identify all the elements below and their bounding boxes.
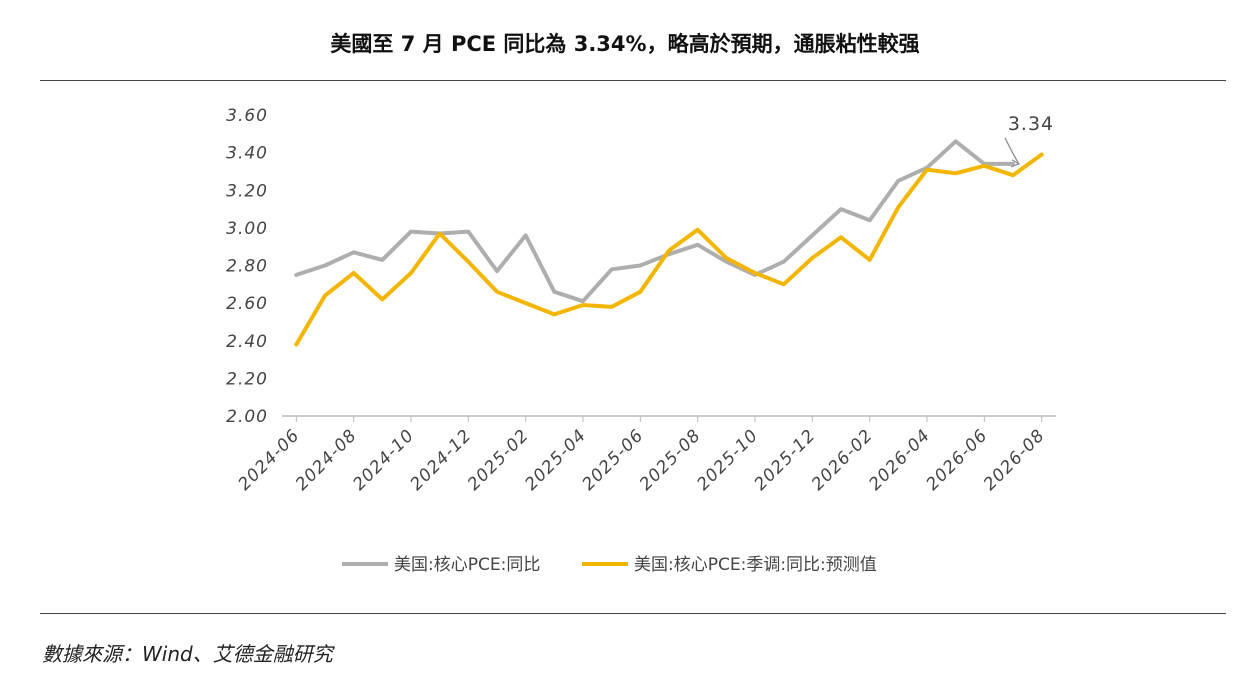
y-tick-label: 3.40 [226,144,268,164]
y-tick-label: 3.60 [226,106,268,126]
x-tick-label: 2026-02 [808,425,877,494]
x-tick-label: 2026-06 [923,425,992,494]
y-tick-label: 3.00 [226,219,268,239]
axes [282,415,1056,422]
y-tick-label: 2.40 [226,332,268,352]
x-tick-label: 2024-10 [349,425,418,494]
y-tick-label: 2.80 [226,257,268,277]
series-lines [294,139,1044,347]
x-tick-label: 2025-08 [636,425,705,494]
bottom-divider [40,613,1226,614]
annotation-arrow [1004,137,1020,165]
x-tick-label: 2024-08 [292,425,361,494]
x-tick-label: 2026-08 [980,425,1049,494]
legend-label-core-pce-forecast: 美国:核心PCE:季调:同比:预测值 [634,555,877,575]
y-tick-label: 2.60 [226,294,268,314]
x-tick-label: 2024-06 [235,425,304,494]
legend-label-core-pce: 美国:核心PCE:同比 [394,555,540,575]
y-tick-labels: 2.00 2.20 2.40 2.60 2.80 3.00 3.20 3.40 3.60 [226,106,268,427]
x-tick-label: 2025-04 [521,425,590,494]
series-line-core-pce [294,139,1015,304]
y-tick-label: 2.20 [226,369,268,389]
x-tick-label: 2026-04 [865,425,934,494]
annotations: 3.34 [1004,113,1054,168]
x-tick-label: 2025-02 [464,425,533,494]
y-tick-label: 3.20 [226,181,268,201]
x-tick-label: 2025-12 [751,425,820,494]
x-tick-label: 2025-10 [693,425,762,494]
annotation-label: 3.34 [1008,113,1054,135]
top-divider [40,80,1226,81]
legend: 美国:核心PCE:同比 美国:核心PCE:季调:同比:预测值 [342,555,877,575]
x-tick-labels: 2024-062024-082024-102024-122025-022025-… [235,425,1050,494]
source-note: 數據來源：Wind、艾德金融研究 [42,642,333,666]
x-tick-label: 2025-06 [579,425,648,494]
chart-title: 美國至 7 月 PCE 同比為 3.34%，略高於預期，通脹粘性較强 [330,32,920,56]
annotation-arrowhead [1010,159,1021,168]
y-tick-label: 2.00 [226,407,268,427]
x-tick-label: 2024-12 [407,425,476,494]
series-line-core-pce-forecast [294,152,1044,347]
